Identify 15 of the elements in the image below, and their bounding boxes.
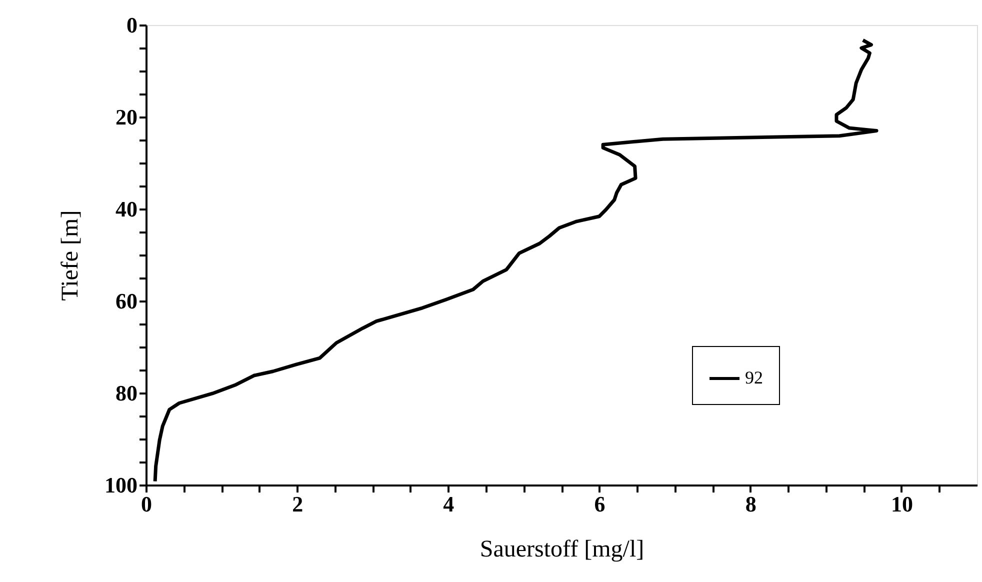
y-axis-title: Tiefe [m] xyxy=(58,210,84,301)
y-tick-label: 60 xyxy=(116,288,138,314)
y-tick-label: 40 xyxy=(116,196,138,222)
line-series xyxy=(153,38,878,484)
x-tick-label: 10 xyxy=(890,492,913,516)
x-tick-label: 4 xyxy=(443,492,454,516)
y-tick-label: 100 xyxy=(104,472,138,498)
y-tick-label: 20 xyxy=(116,104,138,130)
x-tick-label: 6 xyxy=(594,492,606,516)
x-tick-label: 8 xyxy=(745,492,756,516)
legend-label: 92 xyxy=(745,368,763,388)
y-tick-label: 80 xyxy=(116,380,138,406)
x-tick-label: 2 xyxy=(292,492,304,516)
x-axis-title: Sauerstoff [mg/l] xyxy=(480,536,644,562)
y-tick-label: 0 xyxy=(126,12,138,38)
